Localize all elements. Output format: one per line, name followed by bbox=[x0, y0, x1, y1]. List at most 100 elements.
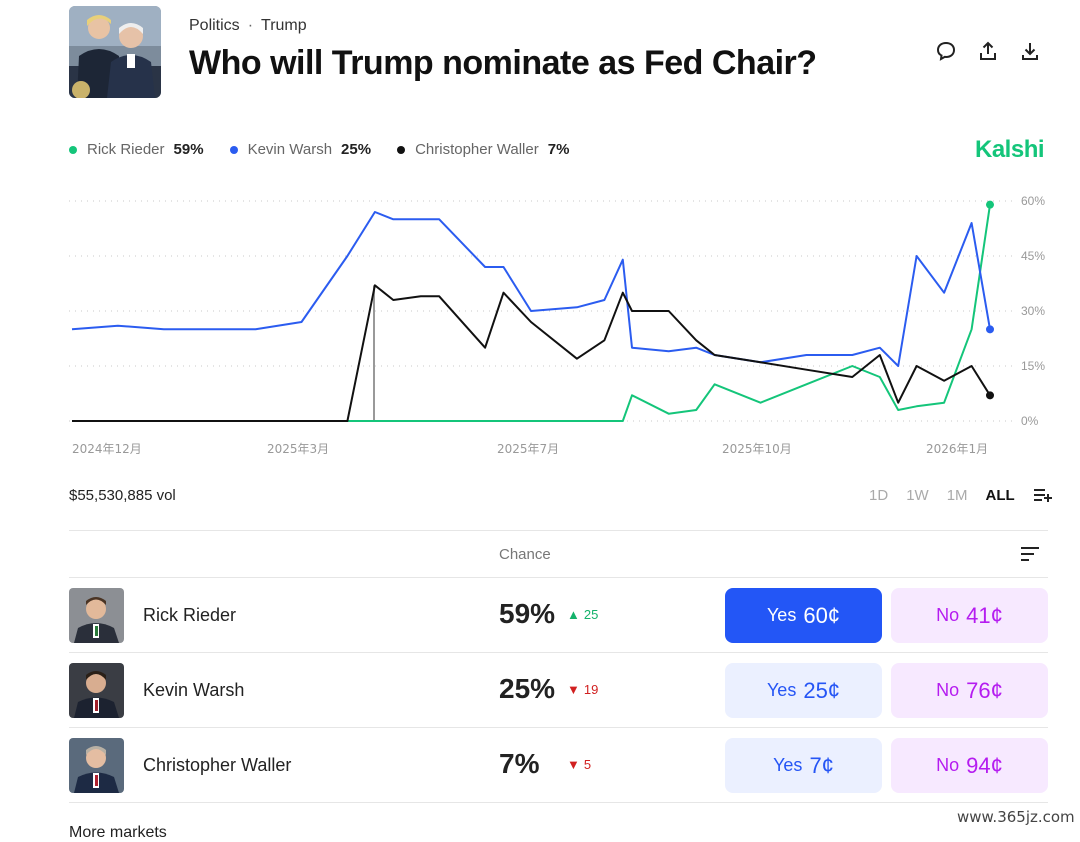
x-tick-label: 2026年1月 bbox=[926, 442, 988, 456]
no-label: No bbox=[936, 680, 960, 700]
divider bbox=[69, 802, 1048, 803]
chance-value: 59% bbox=[499, 598, 556, 629]
chart-legend: Rick Rieder 59% Kevin Warsh 25% Christop… bbox=[69, 141, 569, 158]
yes-price: 25¢ bbox=[803, 677, 841, 703]
legend-item-rieder[interactable]: Rick Rieder 59% bbox=[69, 141, 204, 158]
divider bbox=[69, 577, 1048, 578]
page-title: Who will Trump nominate as Fed Chair? bbox=[189, 44, 817, 82]
buy-no-button[interactable]: No 76¢ bbox=[891, 663, 1048, 718]
change-value: 19 bbox=[583, 682, 599, 697]
buy-yes-button[interactable]: Yes 60¢ bbox=[725, 588, 882, 643]
range-1d[interactable]: 1D bbox=[869, 487, 889, 504]
table-row[interactable]: Rick Rieder 59% ▲ 25 Yes 60¢ No 41¢ bbox=[69, 578, 1048, 652]
chance-change: ▼ 5 bbox=[567, 757, 591, 772]
series-endpoint bbox=[986, 325, 994, 334]
series-line-christopher-waller bbox=[72, 284, 991, 422]
legend-item-warsh[interactable]: Kevin Warsh 25% bbox=[229, 141, 372, 158]
legend-name: Christopher Waller bbox=[415, 141, 539, 158]
table-row[interactable]: Christopher Waller 7% ▼ 5 Yes 7¢ No 94¢ bbox=[69, 728, 1048, 802]
chance-change: ▼ 19 bbox=[567, 682, 598, 697]
breadcrumb: Politics · Trump bbox=[189, 17, 307, 35]
chart-series bbox=[71, 200, 994, 422]
candidate-name: Rick Rieder bbox=[143, 605, 237, 625]
divider bbox=[69, 652, 1048, 653]
y-tick-label: 0% bbox=[1021, 414, 1039, 428]
yes-label: Yes bbox=[766, 680, 797, 700]
x-axis-ticks: 2024年12月 2025年3月 2025年7月 2025年10月 2026年1月 bbox=[72, 442, 988, 456]
yes-price: 7¢ bbox=[809, 752, 834, 778]
table-row[interactable]: Kevin Warsh 25% ▼ 19 Yes 25¢ No 76¢ bbox=[69, 653, 1048, 727]
divider bbox=[69, 530, 1048, 531]
add-to-list-icon[interactable] bbox=[1033, 487, 1053, 507]
breadcrumb-politics[interactable]: Politics bbox=[189, 17, 240, 34]
range-1w[interactable]: 1W bbox=[906, 487, 929, 504]
legend-pct: 7% bbox=[547, 141, 570, 158]
sort-icon[interactable] bbox=[1020, 546, 1040, 562]
x-tick-label: 2025年10月 bbox=[722, 442, 792, 456]
yes-label: Yes bbox=[773, 755, 803, 775]
legend-dot bbox=[229, 145, 238, 154]
x-tick-label: 2025年3月 bbox=[267, 442, 329, 456]
buy-no-button[interactable]: No 94¢ bbox=[891, 738, 1048, 793]
range-1m[interactable]: 1M bbox=[946, 487, 968, 504]
comment-icon[interactable] bbox=[935, 40, 957, 62]
triangle-down-icon: ▼ bbox=[567, 682, 580, 697]
change-value: 5 bbox=[583, 757, 592, 772]
x-tick-label: 2025年7月 bbox=[497, 442, 559, 456]
change-value: 25 bbox=[583, 607, 599, 622]
series-endpoint bbox=[986, 200, 994, 209]
avatar bbox=[69, 738, 124, 793]
y-tick-label: 45% bbox=[1021, 249, 1045, 263]
divider bbox=[69, 727, 1048, 728]
candidate-name: Kevin Warsh bbox=[143, 680, 245, 700]
yes-label: Yes bbox=[766, 605, 797, 625]
share-icon[interactable] bbox=[977, 40, 999, 62]
header-actions bbox=[935, 40, 1041, 62]
no-price: 94¢ bbox=[966, 752, 1003, 778]
price-chart[interactable]: 60%45%30%15%0% 2024年12月 2025年3月 2025年7月 202… bbox=[0, 185, 1080, 470]
legend-dot bbox=[397, 145, 406, 154]
buy-yes-button[interactable]: Yes 7¢ bbox=[725, 738, 882, 793]
volume-label: $55,530,885 vol bbox=[69, 487, 176, 504]
chance-value: 25% bbox=[499, 673, 556, 704]
legend-dot bbox=[69, 145, 77, 154]
legend-pct: 59% bbox=[173, 141, 204, 158]
avatar bbox=[69, 663, 124, 718]
chance-value: 7% bbox=[499, 748, 540, 779]
x-tick-label: 2024年12月 bbox=[72, 442, 142, 456]
watermark: www.365jz.com bbox=[957, 808, 1075, 826]
breadcrumb-trump[interactable]: Trump bbox=[261, 17, 307, 34]
y-axis-ticks: 60% 45% 30% 15% 0% bbox=[1021, 194, 1045, 428]
triangle-down-icon: ▼ bbox=[567, 757, 580, 772]
time-range-selector: 1D 1W 1M ALL bbox=[869, 487, 1053, 507]
chance-column-header: Chance bbox=[499, 546, 551, 563]
kalshi-logo: Kalshi bbox=[975, 136, 1045, 163]
series-line-rick-rieder bbox=[72, 204, 991, 422]
buy-no-button[interactable]: No 41¢ bbox=[891, 588, 1048, 643]
triangle-up-icon: ▲ bbox=[567, 607, 580, 622]
avatar bbox=[69, 588, 124, 643]
buy-yes-button[interactable]: Yes 25¢ bbox=[725, 663, 882, 718]
yes-price: 60¢ bbox=[803, 602, 841, 628]
y-tick-label: 30% bbox=[1021, 304, 1045, 318]
chance-change: ▲ 25 bbox=[567, 607, 598, 622]
no-label: No bbox=[936, 605, 960, 625]
y-tick-label: 60% bbox=[1021, 194, 1045, 208]
legend-pct: 25% bbox=[341, 141, 372, 158]
download-icon[interactable] bbox=[1019, 40, 1041, 62]
series-line-kevin-warsh bbox=[71, 211, 991, 367]
y-tick-label: 15% bbox=[1021, 359, 1045, 373]
legend-name: Rick Rieder bbox=[87, 141, 165, 158]
more-markets-heading: More markets bbox=[69, 824, 167, 841]
legend-name: Kevin Warsh bbox=[247, 141, 333, 158]
legend-item-waller[interactable]: Christopher Waller 7% bbox=[397, 141, 569, 158]
series-endpoint bbox=[986, 391, 994, 400]
no-price: 41¢ bbox=[966, 602, 1003, 628]
market-thumbnail bbox=[69, 6, 161, 98]
range-all[interactable]: ALL bbox=[985, 487, 1015, 504]
no-price: 76¢ bbox=[966, 677, 1003, 703]
candidate-name: Christopher Waller bbox=[143, 755, 292, 775]
breadcrumb-separator: · bbox=[247, 17, 254, 34]
chart-grid bbox=[69, 200, 1012, 422]
no-label: No bbox=[936, 755, 960, 775]
